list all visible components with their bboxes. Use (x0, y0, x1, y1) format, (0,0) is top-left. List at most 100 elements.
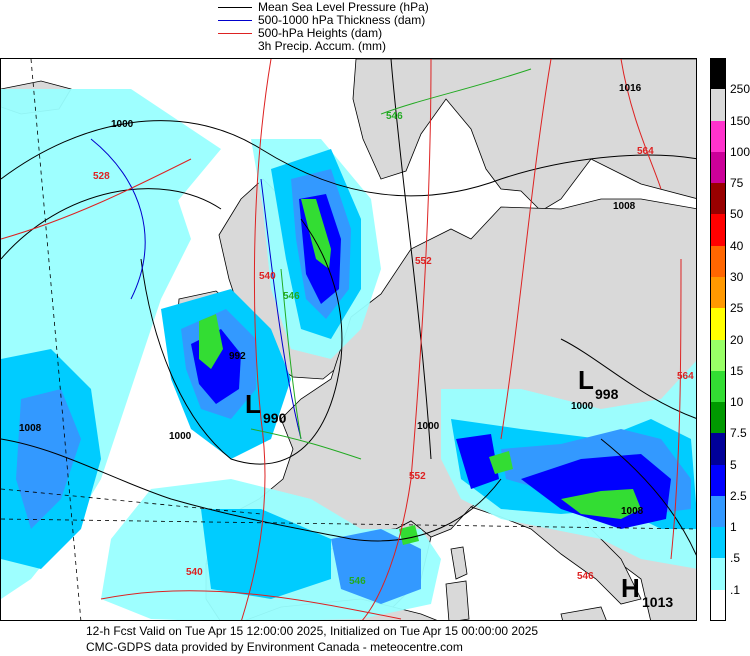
pressure-line-swatch (218, 7, 252, 8)
pressure-systems: L 990 L 998 H 1013 (245, 365, 673, 610)
precip-france-heavy (456, 434, 499, 489)
colorbar-swatch (710, 276, 726, 309)
height-label: 564 (677, 371, 694, 382)
colorbar-swatch (710, 308, 726, 340)
colorbar-swatch (710, 527, 726, 559)
colorbar-level-label: 20 (730, 332, 744, 347)
colorbar-swatch (710, 402, 726, 434)
pressure-label-group: 1000 1016 1008 992 1000 1008 1000 1000 1… (19, 83, 644, 517)
high-value: 1013 (642, 594, 673, 610)
precip-north-atlantic (1, 89, 221, 309)
low-symbol: L (578, 365, 594, 395)
pressure-label: 1000 (111, 119, 134, 130)
colorbar-level-label: 100 (730, 144, 750, 159)
sicily-landmass (560, 606, 607, 620)
legend-item-pressure: Mean Sea Level Pressure (hPa) (218, 1, 518, 14)
colorbar-level-label: .5 (730, 551, 741, 566)
colorbar-swatch (710, 339, 726, 372)
pressure-label: 1000 (571, 401, 594, 412)
precip-scot-green (301, 199, 331, 269)
colorbar-swatch (710, 433, 726, 466)
pressure-label: 1000 (169, 431, 192, 442)
legend-label: Mean Sea Level Pressure (hPa) (258, 0, 429, 14)
precip-very-heavy (199, 199, 641, 545)
precip-bay-biscay (201, 509, 331, 599)
legend-label: 3h Precip. Accum. (mm) (258, 39, 387, 53)
colorbar-swatch (710, 370, 726, 403)
colorbar-swatch (710, 214, 726, 247)
colorbar-swatch (710, 495, 726, 528)
graticule (1, 59, 696, 620)
corsica-landmass (450, 546, 468, 580)
low-symbol: L (245, 389, 261, 419)
colorbar-level-label: 2.5 (730, 488, 747, 503)
colorbar-level-label: 25 (730, 301, 744, 316)
height-label: 528 (93, 171, 110, 182)
legend-item-thickness: 500-1000 hPa Thickness (dam) (218, 14, 518, 27)
scandinavia-landmass (352, 59, 696, 212)
map-canvas: 1000 1016 1008 992 1000 1008 1000 1000 1… (1, 59, 696, 620)
height-label: 552 (415, 256, 432, 267)
colorbar-swatch (710, 183, 726, 215)
high-symbol: H (621, 573, 640, 603)
precip-spain-green (399, 525, 419, 545)
pressure-label: 1008 (613, 201, 636, 212)
height-label: 564 (637, 146, 654, 157)
pressure-label: 1008 (621, 506, 644, 517)
colorbar-swatch (710, 58, 726, 90)
height-lines (1, 59, 682, 620)
colorbar-level-label: 7.5 (730, 426, 747, 441)
legend-item-precip: 3h Precip. Accum. (mm) (218, 40, 518, 53)
legend-item-heights: 500-hPa Heights (dam) (218, 27, 518, 40)
colorbar-swatch (710, 245, 726, 278)
map-legend: Mean Sea Level Pressure (hPa) 500-1000 h… (218, 0, 518, 56)
legend-label: 500-hPa Heights (dam) (258, 26, 383, 40)
thickness-label-group: 546 546 546 (283, 111, 403, 587)
colorbar-level-label: 10 (730, 395, 744, 410)
height-label: 552 (409, 471, 426, 482)
height-label: 540 (186, 567, 203, 578)
thickness-green-lines (250, 68, 532, 460)
colorbar-level-label: 15 (730, 363, 744, 378)
precip-atl-streak (16, 389, 81, 529)
colorbar-level-label: 50 (730, 207, 744, 222)
colorbar-level-label: .1 (730, 582, 741, 597)
data-credit-text: CMC-GDPS data provided by Environment Ca… (86, 640, 463, 654)
colorbar-level-label: 1 (730, 520, 737, 535)
thickness-label: 546 (283, 291, 300, 302)
low-value: 990 (263, 410, 287, 426)
precip-po-green (489, 451, 513, 474)
height-label: 546 (577, 571, 594, 582)
weather-map: 1000 1016 1008 992 1000 1008 1000 1000 1… (0, 58, 697, 621)
colorbar-level-label: 75 (730, 176, 744, 191)
thickness-label: 546 (386, 111, 403, 122)
colorbar-swatch (710, 558, 726, 591)
colorbar-swatch (710, 589, 726, 622)
low-pressure-system: L 998 (578, 365, 619, 402)
colorbar-swatch (710, 120, 726, 153)
sardinia-landmass (445, 580, 470, 620)
low-value: 998 (595, 386, 619, 402)
heights-line-swatch (218, 33, 252, 34)
colorbar-swatch (710, 464, 726, 497)
thickness-lines (90, 138, 302, 440)
high-pressure-system: H 1013 (621, 573, 673, 610)
thickness-label: 546 (349, 576, 366, 587)
thickness-line-swatch (218, 20, 252, 21)
low-pressure-system: L 990 (245, 389, 287, 426)
pressure-label: 992 (229, 351, 246, 362)
colorbar-level-label: 150 (730, 113, 750, 128)
colorbar-swatch (710, 89, 726, 122)
precip-irish-green (199, 314, 223, 369)
colorbar-level-label: 250 (730, 82, 750, 97)
pressure-label: 1000 (417, 421, 440, 432)
isobars (1, 59, 696, 556)
pressure-label: 1016 (619, 83, 642, 94)
precip-colorbar: 250 150 100 75 50 40 30 25 20 15 10 7.5 5 2.5 1 .5 .1 (710, 58, 750, 622)
colorbar-level-label: 40 (730, 238, 744, 253)
forecast-valid-text: 12-h Fcst Valid on Tue Apr 15 12:00:00 2… (86, 624, 539, 638)
legend-label: 500-1000 hPa Thickness (dam) (258, 13, 426, 27)
pressure-label: 1008 (19, 423, 42, 434)
height-label: 540 (259, 271, 276, 282)
colorbar-swatch (710, 151, 726, 184)
